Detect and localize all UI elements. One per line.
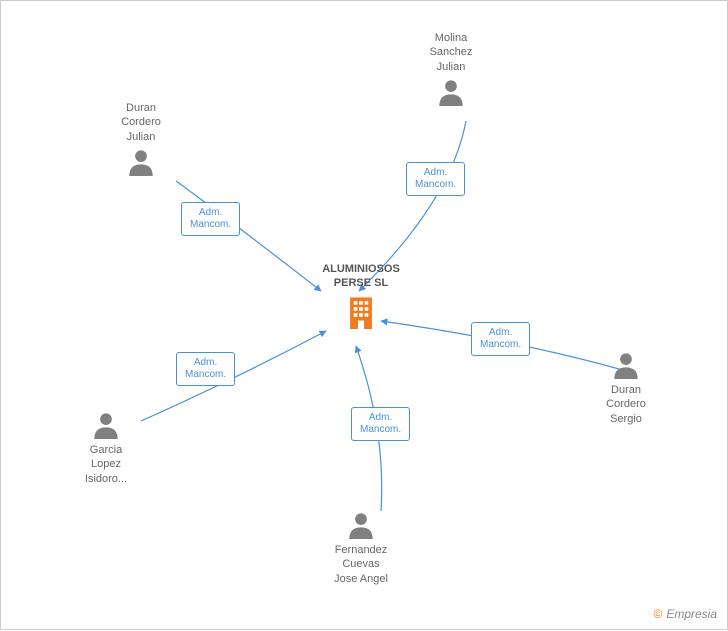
person-icon (92, 411, 120, 439)
person-label: Duran Cordero Julian (106, 101, 176, 144)
edge-label-duran_julian: Adm. Mancom. (181, 202, 240, 236)
edge-duran_julian (176, 181, 321, 291)
person-node-duran_sergio[interactable]: Duran Cordero Sergio (591, 351, 661, 426)
person-icon (127, 148, 155, 176)
company-title: ALUMINIOSOS PERSE SL (311, 263, 411, 291)
person-node-garcia_isidoro[interactable]: Garcia Lopez Isidoro... (71, 411, 141, 486)
person-node-fernandez_jose[interactable]: Fernandez Cuevas Jose Angel (326, 511, 396, 586)
watermark: © Empresia (653, 607, 717, 621)
building-icon (346, 295, 376, 329)
copyright-symbol: © (653, 607, 662, 621)
center-company-node[interactable]: ALUMINIOSOS PERSE SL (311, 263, 411, 329)
person-label: Garcia Lopez Isidoro... (71, 443, 141, 486)
person-node-molina_julian[interactable]: Molina Sanchez Julian (416, 31, 486, 106)
edge-label-garcia_isidoro: Adm. Mancom. (176, 352, 235, 386)
watermark-text: Empresia (666, 607, 717, 621)
edge-label-duran_sergio: Adm. Mancom. (471, 322, 530, 356)
person-label: Duran Cordero Sergio (591, 383, 661, 426)
edge-label-molina_julian: Adm. Mancom. (406, 162, 465, 196)
person-label: Fernandez Cuevas Jose Angel (326, 543, 396, 586)
diagram-canvas: ALUMINIOSOS PERSE SL Duran Cordero Julia… (0, 0, 728, 630)
person-icon (347, 511, 375, 539)
person-label: Molina Sanchez Julian (416, 31, 486, 74)
edge-label-fernandez_jose: Adm. Mancom. (351, 407, 410, 441)
person-icon (612, 351, 640, 379)
person-icon (437, 78, 465, 106)
person-node-duran_julian[interactable]: Duran Cordero Julian (106, 101, 176, 176)
